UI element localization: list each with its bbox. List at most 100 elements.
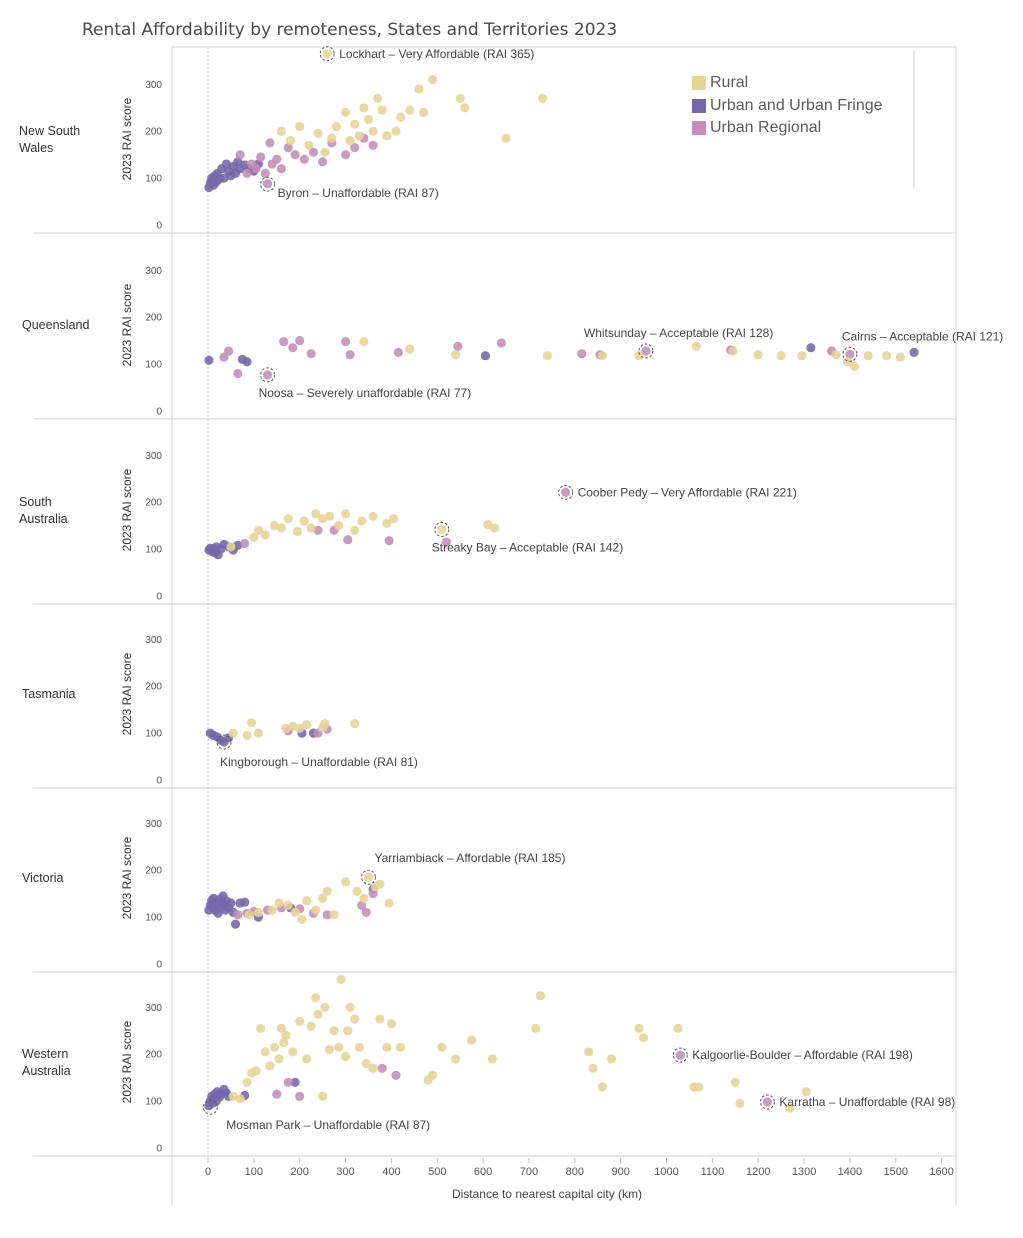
panel-label: Victoria [22,871,64,885]
data-point [350,119,360,129]
y-tick-label: 100 [145,729,162,740]
data-point [276,523,286,533]
data-point [345,136,355,146]
data-point [256,152,266,162]
data-point [265,138,275,148]
data-point [329,1026,339,1036]
data-point [831,350,841,360]
data-point [909,347,919,357]
data-point [242,357,252,367]
data-point [322,910,332,920]
data-point [233,157,243,167]
data-point [368,140,378,150]
data-point [260,1047,270,1057]
y-tick-label: 200 [145,682,162,693]
legend-item-regional: Urban Regional [692,117,883,140]
data-point [336,974,346,984]
x-tick-label: 1600 [929,1166,953,1178]
data-point [274,1054,284,1064]
x-tick-label: 1200 [746,1166,770,1178]
data-point [377,105,387,115]
data-point [249,532,259,543]
data-point [233,368,243,379]
annotation-label: Byron – Unaffordable (RAI 87) [278,186,439,200]
annotation-marker [202,1099,218,1115]
data-point [288,721,298,731]
panel-label: Queensland [22,318,90,332]
legend-swatch-urban [692,98,706,113]
y-tick-label: 0 [156,221,162,232]
data-point [845,349,855,359]
data-point [597,351,607,361]
data-point [354,131,364,141]
legend-item-rural: Rural [692,72,883,95]
data-point [341,509,351,519]
data-point [269,521,280,531]
data-point [299,154,309,164]
data-point [389,514,399,524]
data-point [368,511,378,521]
data-point [295,723,305,734]
data-point [320,147,330,157]
data-point [230,919,241,929]
y-tick-label: 300 [145,451,162,462]
data-point [279,337,289,347]
x-tick-label: 1000 [654,1166,678,1178]
data-point [391,126,401,136]
data-point [396,112,406,122]
data-point [357,516,367,526]
data-point [584,1047,594,1057]
x-tick-label: 300 [336,1166,354,1178]
data-point [224,346,234,356]
annotation-label: Yarriambiack – Affordable (RAI 185) [375,851,566,865]
data-point [304,140,314,150]
y-tick-label: 100 [145,1097,162,1108]
x-tick-label: 100 [245,1166,263,1178]
data-point [322,49,332,59]
data-point [735,1098,745,1108]
data-point [240,897,250,907]
data-point [441,537,451,547]
chart-title: Rental Affordability by remoteness, Stat… [82,20,618,40]
data-point [274,898,284,908]
data-point [276,1023,286,1033]
data-point [363,114,374,125]
data-point [343,1026,353,1036]
data-point [361,907,371,918]
y-tick-label: 200 [145,498,162,509]
data-point [204,355,214,365]
y-tick-label: 100 [145,913,162,924]
y-tick-label: 200 [145,313,162,324]
data-point [272,154,282,164]
data-point [382,518,392,528]
annotation-marker [842,346,858,362]
data-point [265,1061,275,1071]
data-point [318,1091,328,1101]
data-point [290,907,300,918]
data-point [311,905,321,915]
x-tick-label: 400 [382,1166,400,1178]
data-point [320,1002,330,1012]
y-tick-label: 300 [145,635,162,646]
data-point [382,1042,392,1052]
data-point [393,347,403,357]
y-tick-label: 200 [145,1050,162,1061]
data-point [272,1089,282,1099]
data-point [487,1054,497,1064]
y-tick-label: 200 [145,127,162,138]
x-axis-label: Distance to nearest capital city (km) [452,1187,642,1201]
y-tick-label: 0 [156,960,162,971]
data-point [363,872,374,882]
data-point [806,343,816,353]
data-point [324,1044,335,1055]
data-point [428,1070,438,1080]
data-point [260,168,270,178]
data-point [460,103,470,113]
data-point [675,1050,685,1060]
data-point [233,910,243,920]
data-point [728,346,738,356]
data-point [341,107,351,117]
data-point [753,350,763,360]
annotation-marker [434,521,450,537]
